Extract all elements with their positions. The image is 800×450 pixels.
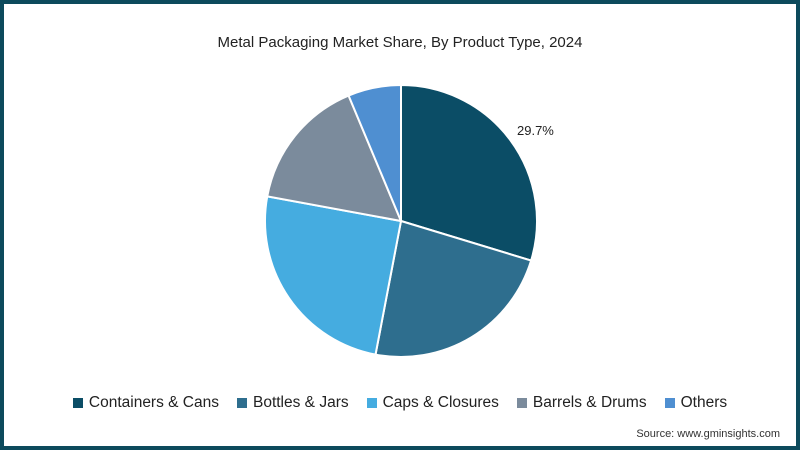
legend: Containers & Cans Bottles & Jars Caps & … — [4, 394, 796, 412]
legend-label: Barrels & Drums — [532, 394, 647, 411]
source-note: Source: www.gminsights.com — [636, 428, 780, 440]
chart-title: Metal Packaging Market Share, By Product… — [217, 34, 583, 51]
legend-item-others: Others — [664, 394, 728, 412]
pie-slice-containers-cans — [400, 83, 538, 262]
pie-slice-caps-closures — [264, 195, 403, 356]
legend-item-bottles: Bottles & Jars — [236, 394, 349, 412]
legend-item-containers: Containers & Cans — [72, 394, 219, 412]
legend-swatch — [516, 398, 527, 408]
pie-slice-others — [347, 83, 402, 222]
legend-label: Containers & Cans — [88, 394, 219, 411]
legend-item-caps: Caps & Closures — [366, 394, 499, 412]
data-label-containers: 29.7% — [517, 123, 554, 138]
pie-chart: 29.7% — [264, 83, 554, 358]
legend-label: Bottles & Jars — [252, 394, 349, 411]
pie-slices — [264, 83, 538, 358]
legend-swatch — [664, 398, 675, 408]
legend-swatch — [236, 398, 247, 408]
chart-frame: Metal Packaging Market Share, By Product… — [4, 4, 796, 446]
legend-label: Others — [680, 394, 728, 411]
legend-swatch — [72, 398, 83, 408]
legend-label: Caps & Closures — [382, 394, 499, 411]
pie-slice-barrels-drums — [266, 94, 403, 223]
pie-slice-bottles-jars — [374, 219, 533, 358]
legend-item-barrels: Barrels & Drums — [516, 394, 647, 412]
legend-swatch — [366, 398, 377, 408]
